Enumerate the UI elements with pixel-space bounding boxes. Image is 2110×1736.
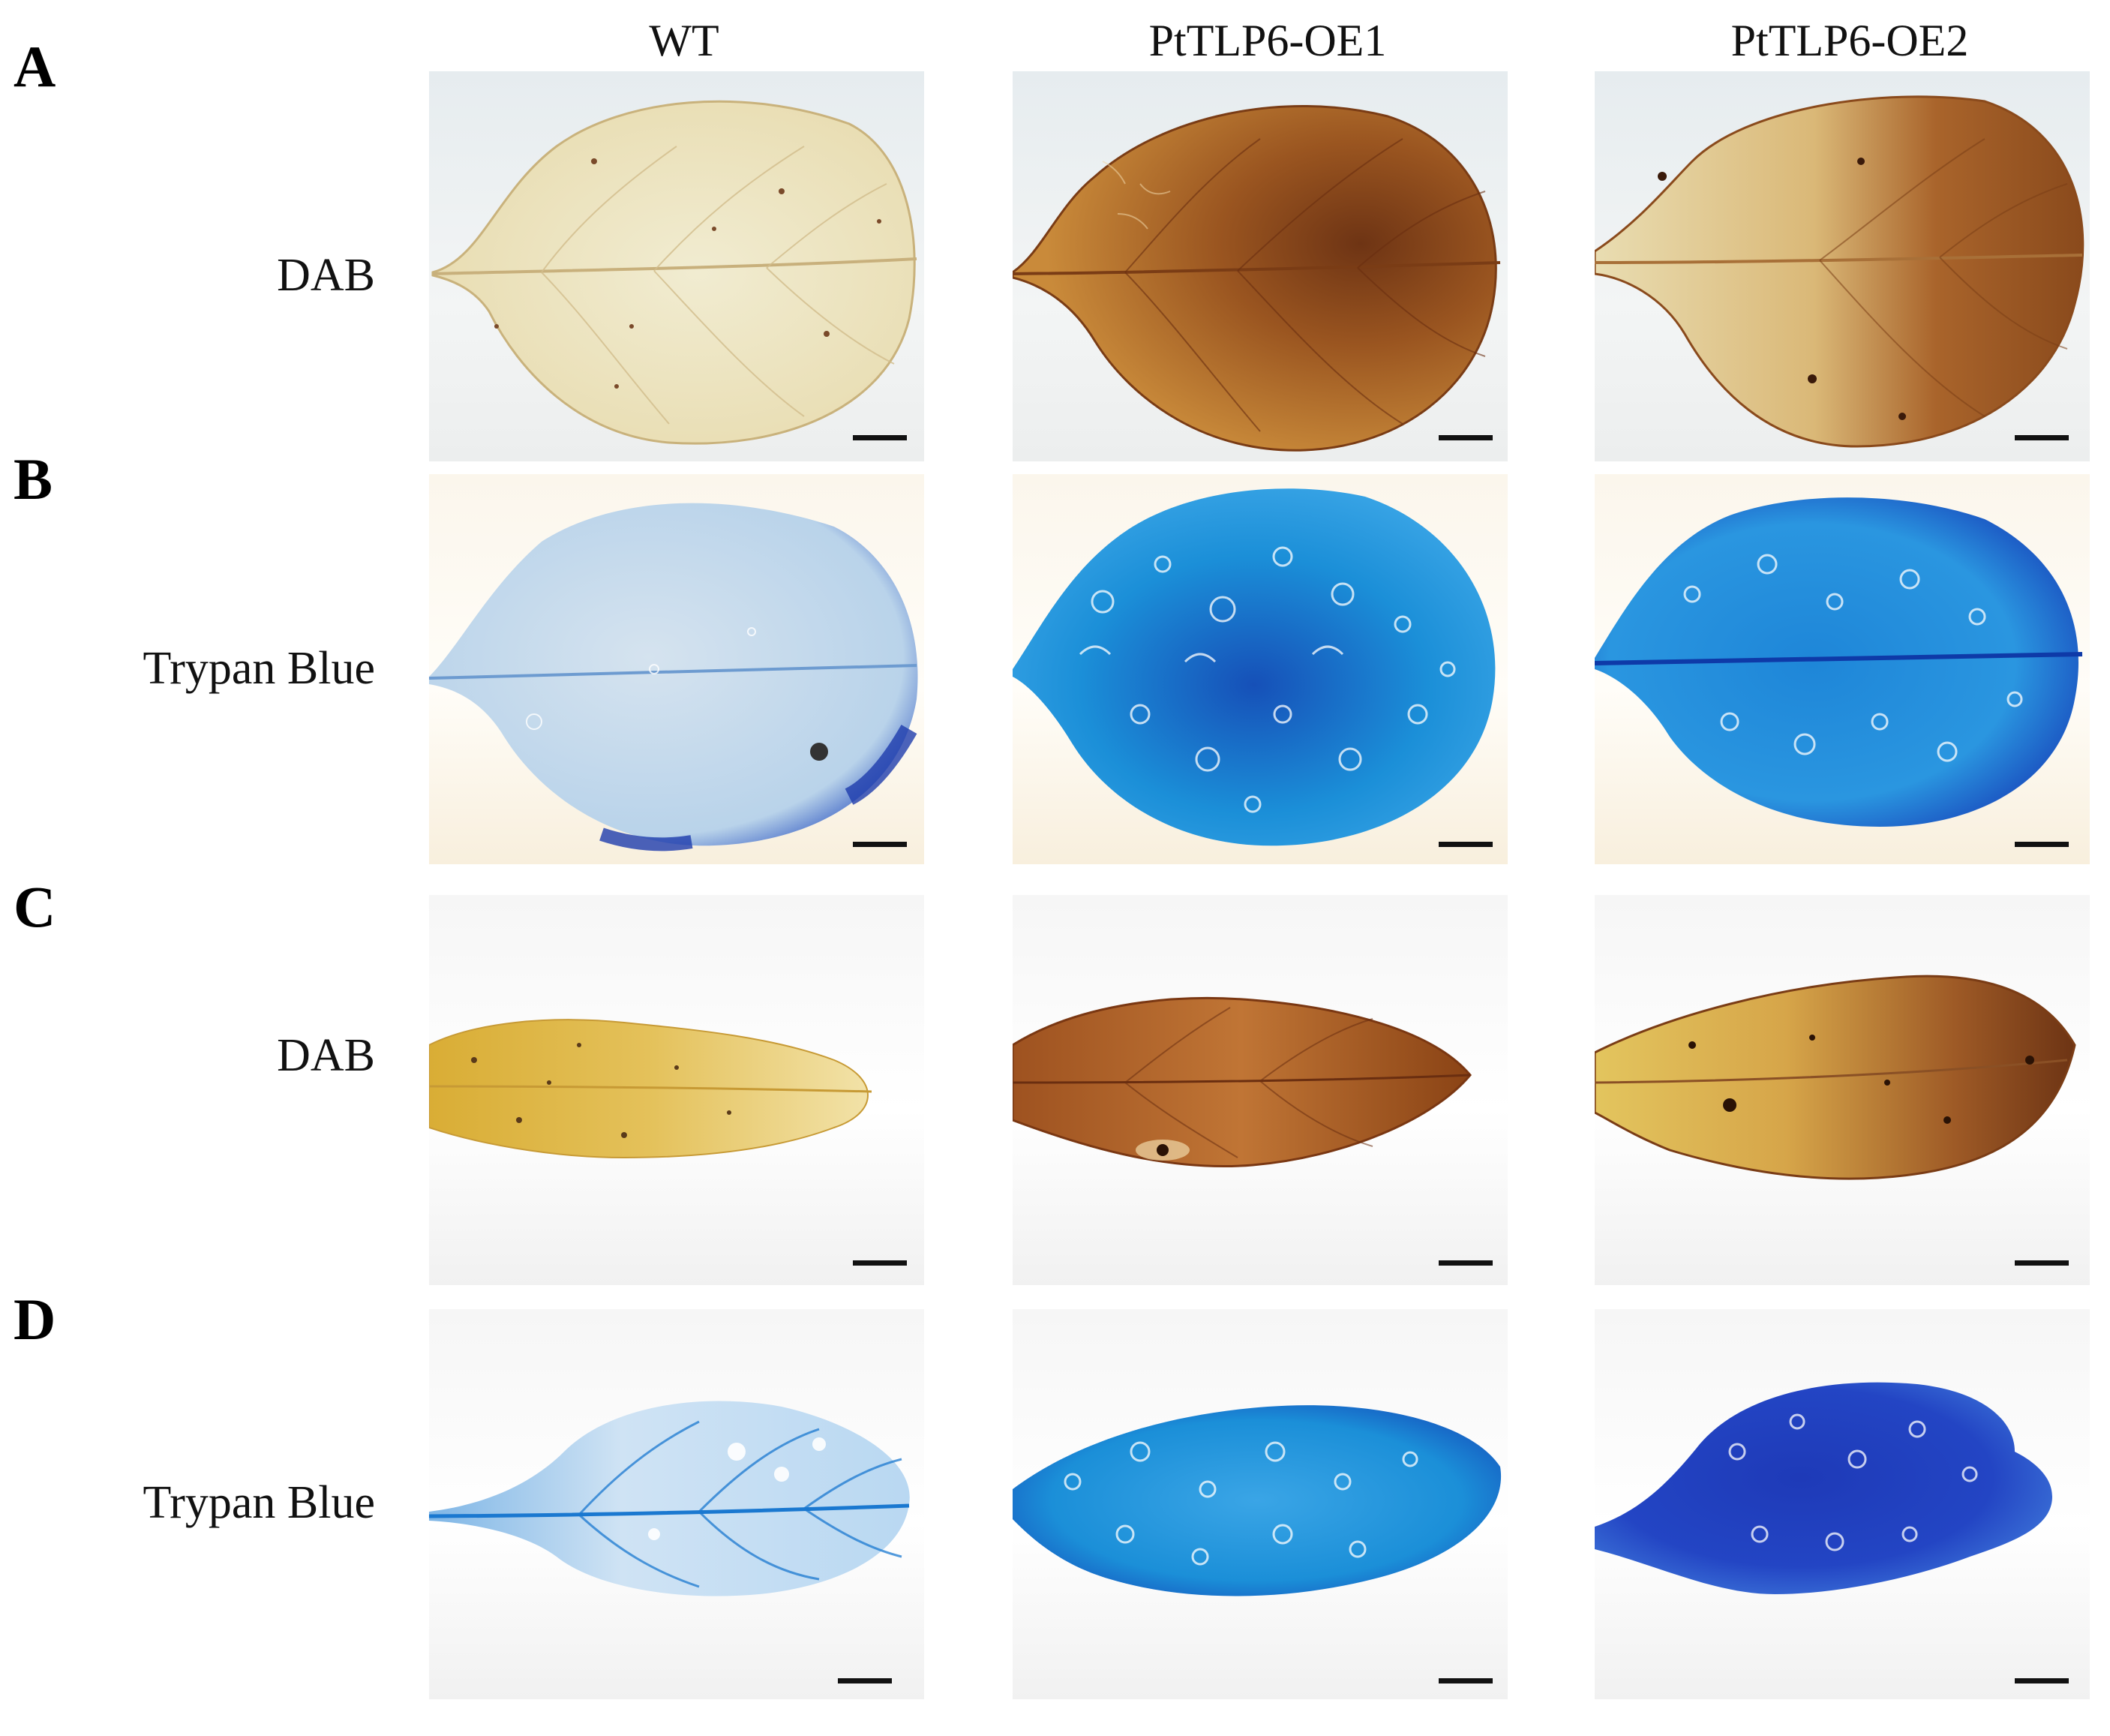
leaf-photo-c-oe1	[1013, 895, 1508, 1285]
leaf-photo-b-oe1	[1013, 474, 1508, 864]
scale-bar	[1439, 842, 1493, 847]
leaf-photo-d-wt	[429, 1309, 924, 1699]
scale-bar	[853, 1260, 907, 1266]
leaf-photo-a-oe2	[1595, 71, 2090, 461]
panel-letter-d: D	[14, 1287, 56, 1352]
scale-bar	[1439, 1260, 1493, 1266]
scale-bar	[853, 842, 907, 847]
scale-bar	[838, 1678, 892, 1683]
row-label-a: DAB	[277, 250, 375, 301]
column-header-oe1: PtTLP6-OE1	[1148, 16, 1387, 65]
panel-letter-c: C	[14, 874, 56, 939]
scale-bar	[1439, 435, 1493, 440]
scale-bar	[2015, 1260, 2069, 1266]
scale-bar	[2015, 842, 2069, 847]
leaf-photo-d-oe2	[1595, 1309, 2090, 1699]
column-header-wt: WT	[649, 16, 719, 65]
panel-letter-a: A	[14, 34, 56, 99]
scale-bar	[853, 435, 907, 440]
leaf-photo-b-wt	[429, 474, 924, 864]
row-label-d: Trypan Blue	[143, 1477, 375, 1528]
leaf-photo-a-wt	[429, 71, 924, 461]
scale-bar	[1439, 1678, 1493, 1683]
leaf-photo-c-wt	[429, 895, 924, 1285]
row-label-b: Trypan Blue	[143, 643, 375, 694]
scale-bar	[2015, 1678, 2069, 1683]
panel-letter-b: B	[14, 446, 53, 512]
leaf-photo-c-oe2	[1595, 895, 2090, 1285]
leaf-photo-d-oe1	[1013, 1309, 1508, 1699]
scale-bar	[2015, 435, 2069, 440]
leaf-photo-b-oe2	[1595, 474, 2090, 864]
leaf-photo-a-oe1	[1013, 71, 1508, 461]
row-label-c: DAB	[277, 1030, 375, 1081]
column-header-oe2: PtTLP6-OE2	[1730, 16, 1969, 65]
